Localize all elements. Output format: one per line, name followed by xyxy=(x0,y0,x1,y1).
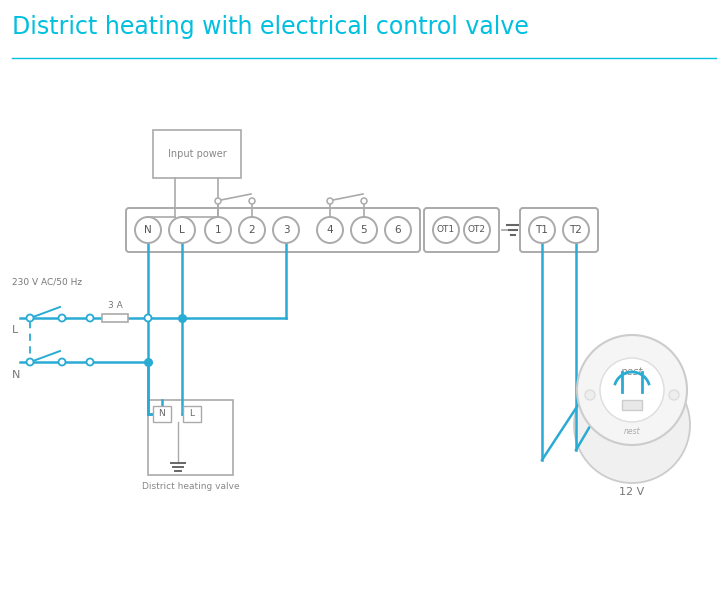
FancyBboxPatch shape xyxy=(126,208,420,252)
Circle shape xyxy=(464,217,490,243)
Bar xyxy=(153,406,171,422)
Text: Input power: Input power xyxy=(167,149,226,159)
Circle shape xyxy=(585,390,595,400)
Circle shape xyxy=(317,217,343,243)
Circle shape xyxy=(669,390,679,400)
Circle shape xyxy=(239,217,265,243)
Circle shape xyxy=(58,314,66,321)
Bar xyxy=(183,406,201,422)
Circle shape xyxy=(577,335,687,445)
Text: nest: nest xyxy=(621,367,644,377)
Circle shape xyxy=(205,217,231,243)
Circle shape xyxy=(273,217,299,243)
Circle shape xyxy=(600,358,664,422)
Circle shape xyxy=(361,198,367,204)
Circle shape xyxy=(574,367,690,483)
Circle shape xyxy=(135,217,161,243)
Text: 6: 6 xyxy=(395,225,401,235)
Text: 230 V AC/50 Hz: 230 V AC/50 Hz xyxy=(12,277,82,286)
Text: L: L xyxy=(12,325,18,335)
Circle shape xyxy=(58,359,66,365)
Circle shape xyxy=(529,217,555,243)
Text: 12 V: 12 V xyxy=(620,487,644,497)
Text: L: L xyxy=(189,409,194,419)
Text: L: L xyxy=(179,225,185,235)
Bar xyxy=(148,400,233,475)
Circle shape xyxy=(144,314,151,321)
Circle shape xyxy=(351,217,377,243)
Text: District heating valve: District heating valve xyxy=(142,482,240,491)
Text: OT2: OT2 xyxy=(468,226,486,235)
Circle shape xyxy=(249,198,255,204)
FancyBboxPatch shape xyxy=(520,208,598,252)
Text: 3: 3 xyxy=(282,225,289,235)
Text: nest: nest xyxy=(624,428,641,437)
Circle shape xyxy=(26,314,33,321)
Circle shape xyxy=(87,359,93,365)
Bar xyxy=(102,314,128,322)
Circle shape xyxy=(169,217,195,243)
Circle shape xyxy=(327,198,333,204)
Circle shape xyxy=(385,217,411,243)
Circle shape xyxy=(563,217,589,243)
Text: N: N xyxy=(144,225,152,235)
Text: 4: 4 xyxy=(327,225,333,235)
Text: 2: 2 xyxy=(249,225,256,235)
Circle shape xyxy=(215,198,221,204)
Text: T1: T1 xyxy=(536,225,548,235)
Text: OT1: OT1 xyxy=(437,226,455,235)
Text: District heating with electrical control valve: District heating with electrical control… xyxy=(12,15,529,39)
Text: T2: T2 xyxy=(569,225,582,235)
Text: N: N xyxy=(12,370,20,380)
FancyBboxPatch shape xyxy=(424,208,499,252)
Text: 1: 1 xyxy=(215,225,221,235)
Text: 5: 5 xyxy=(360,225,368,235)
Circle shape xyxy=(87,314,93,321)
Circle shape xyxy=(433,217,459,243)
Text: N: N xyxy=(159,409,165,419)
Text: 3 A: 3 A xyxy=(108,301,122,310)
Circle shape xyxy=(26,359,33,365)
Bar xyxy=(153,130,241,178)
Bar xyxy=(622,400,642,410)
